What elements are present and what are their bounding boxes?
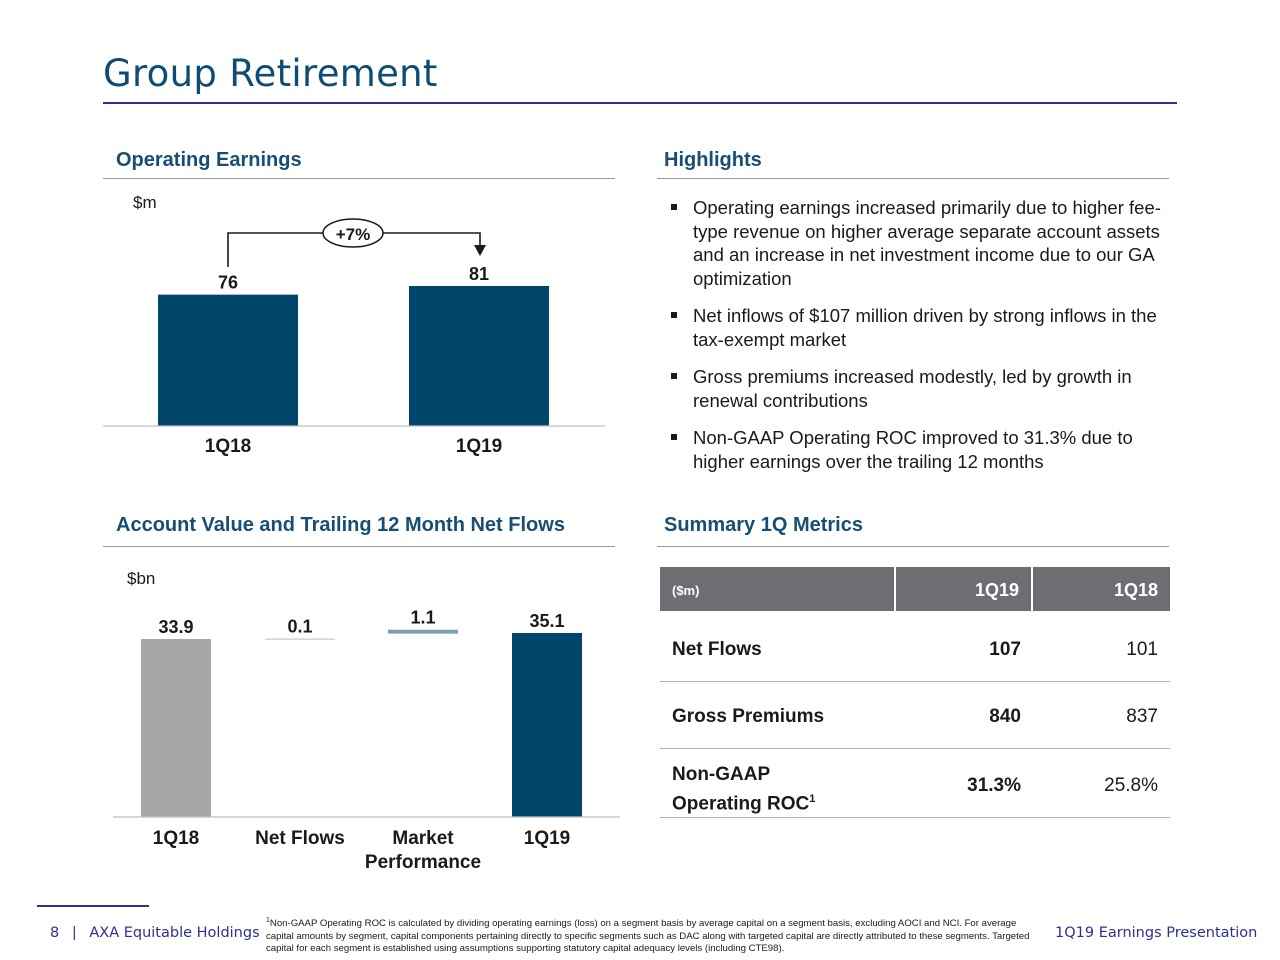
title-divider: [103, 102, 1177, 104]
summary-row-label: Gross Premiums: [672, 706, 825, 727]
account-value-unit: $bn: [127, 569, 156, 588]
highlights-list: Operating earnings increased primarily d…: [667, 196, 1187, 487]
summary-header-1q19-cell: 1Q19: [896, 567, 1031, 611]
av-bar-3: [512, 633, 582, 817]
account-value-rule: [103, 546, 615, 547]
bullet-square-icon: [671, 434, 677, 440]
av-bar-1: [265, 638, 335, 640]
footnote-marker: 1: [266, 917, 270, 924]
av-bar-0: [141, 639, 211, 817]
oe-category-label: 1Q18: [205, 436, 251, 457]
operating-earnings-rule: [103, 178, 615, 179]
footer-rule: [37, 905, 149, 907]
account-value-chart: 33.9 1Q18 0.1 Net Flows 1.1 Market Performance…: [113, 608, 620, 873]
summary-header-unit: ($m): [672, 583, 700, 598]
highlight-text-2: Net inflows of $107 million driven by st…: [693, 305, 1157, 350]
oe-bar-1q18: [158, 294, 298, 426]
oe-bar-value-label: 81: [469, 264, 489, 284]
summary-header-label-cell: ($m): [660, 567, 894, 611]
summary-row-label-line2: Operating ROC1: [672, 787, 815, 816]
footnote-text: Non-GAAP Operating ROC is calculated by …: [266, 918, 1030, 955]
av-bar-value-label: 33.9: [158, 617, 193, 637]
av-bar-2: [388, 629, 458, 634]
summary-row-divider: [660, 817, 1170, 818]
summary-row-divider: [660, 681, 1170, 682]
summary-row-label: Non-GAAP Operating ROC1: [672, 763, 815, 816]
av-bar-value-label: 35.1: [529, 611, 564, 631]
summary-row-divider: [660, 748, 1170, 749]
highlight-text-3: Gross premiums increased modestly, led b…: [693, 366, 1132, 411]
summary-row-1q19: 31.3%: [967, 775, 1021, 796]
summary-rule: [657, 546, 1169, 547]
page-number: 8: [50, 925, 60, 941]
av-category-label: Performance: [365, 852, 481, 873]
company-name: AXA Equitable Holdings: [89, 925, 260, 941]
operating-earnings-unit: $m: [133, 193, 157, 212]
summary-row-1q18: 101: [1126, 639, 1158, 660]
presentation-name: 1Q19 Earnings Presentation: [1055, 925, 1258, 941]
footnote: 1Non-GAAP Operating ROC is calculated by…: [266, 915, 1046, 956]
summary-row-label-line1: Non-GAAP: [672, 764, 771, 785]
highlights-rule: [657, 178, 1169, 179]
av-category-label: 1Q18: [153, 828, 199, 849]
oe-bar-value-label: 76: [218, 273, 238, 293]
page-title: Group Retirement: [103, 52, 438, 95]
footer-left: 8 | AXA Equitable Holdings: [50, 925, 260, 941]
summary-row-1q18: 25.8%: [1104, 775, 1158, 796]
summary-table: ($m) 1Q19 1Q18 Net Flows 107 101 Gross P…: [660, 567, 1170, 822]
summary-row-1q18: 837: [1126, 706, 1158, 727]
footer-separator: |: [71, 925, 77, 941]
summary-header-1q18: 1Q18: [1113, 580, 1158, 600]
highlight-bullet-2: Net inflows of $107 million driven by st…: [667, 304, 1187, 351]
operating-earnings-chart: +7% 76 1Q18 81 1Q19: [103, 218, 605, 457]
summary-row-1q19: 840: [989, 706, 1021, 727]
growth-arrow-head: [474, 245, 486, 256]
av-category-label: 1Q19: [524, 828, 570, 849]
av-category-label: Market: [392, 828, 454, 849]
av-bar-value-label: 1.1: [410, 608, 435, 628]
av-category-label: Net Flows: [255, 828, 345, 849]
highlight-bullet-4: Non-GAAP Operating ROC improved to 31.3%…: [667, 426, 1187, 473]
growth-badge: [322, 218, 384, 248]
highlight-text-1: Operating earnings increased primarily d…: [693, 197, 1161, 289]
account-value-heading: Account Value and Trailing 12 Month Net …: [116, 514, 565, 536]
bullet-square-icon: [671, 312, 677, 318]
oe-bar-1q19: [409, 286, 549, 426]
summary-row-label: Net Flows: [672, 639, 762, 660]
highlight-text-4: Non-GAAP Operating ROC improved to 31.3%…: [693, 427, 1133, 472]
av-bar-value-label: 0.1: [287, 616, 312, 636]
highlights-heading: Highlights: [664, 149, 762, 171]
operating-earnings-heading: Operating Earnings: [116, 149, 302, 171]
summary-heading: Summary 1Q Metrics: [664, 514, 863, 536]
footnote-marker: 1: [809, 793, 816, 805]
summary-header-1q19: 1Q19: [974, 580, 1019, 600]
summary-row-label-line2-text: Operating ROC: [672, 793, 810, 815]
growth-badge-label: +7%: [336, 225, 371, 244]
oe-category-label: 1Q19: [456, 436, 502, 457]
summary-row-1q19: 107: [989, 639, 1021, 660]
highlight-bullet-3: Gross premiums increased modestly, led b…: [667, 365, 1187, 412]
summary-header-1q18-cell: 1Q18: [1033, 567, 1170, 611]
bullet-square-icon: [671, 204, 677, 210]
highlight-bullet-1: Operating earnings increased primarily d…: [667, 196, 1187, 290]
bullet-square-icon: [671, 373, 677, 379]
